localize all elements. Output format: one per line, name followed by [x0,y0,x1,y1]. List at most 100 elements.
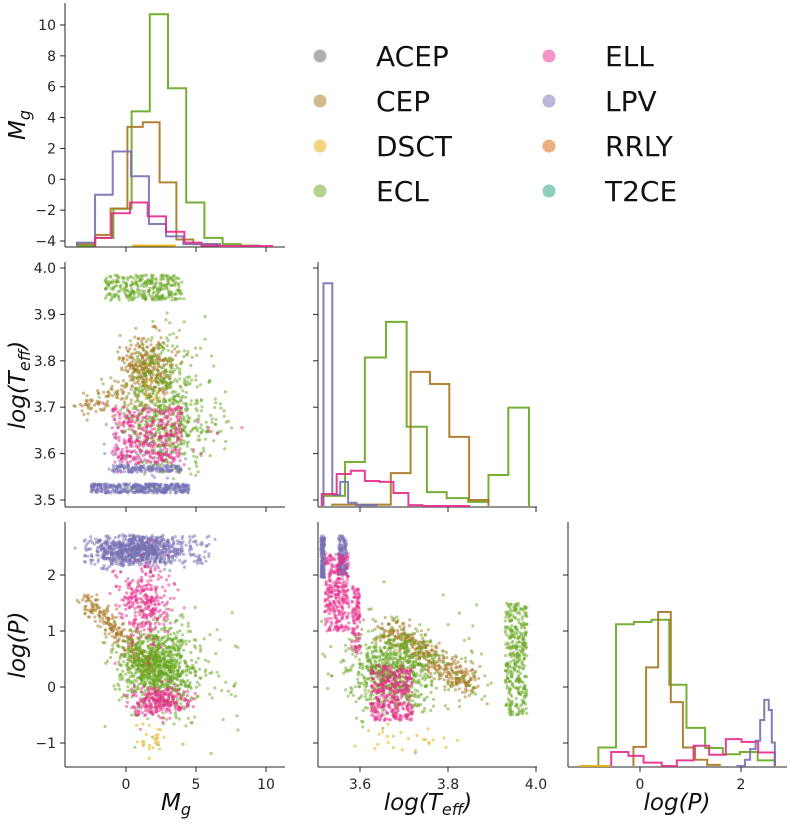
scatter-point [153,665,157,669]
scatter-point [165,487,169,491]
scatter-point [149,609,153,613]
scatter-point [181,615,185,619]
scatter-point [174,619,178,623]
scatter-point [124,445,129,450]
scatter-point [153,402,157,406]
scatter-point [163,662,167,666]
scatter-point [176,282,180,286]
scatter-point [151,440,155,444]
scatter-point [155,593,159,598]
scatter-point [132,366,136,370]
scatter-point [136,605,140,609]
scatter-point [150,427,154,431]
scatter-point [157,463,161,467]
scatter-point [196,656,200,660]
scatter-point [177,688,181,692]
scatter-point [117,438,121,443]
scatter-point [147,406,151,410]
scatter-point [168,413,172,417]
scatter-point [200,405,204,409]
scatter-point [117,539,121,544]
scatter-point [103,541,108,545]
scatter-point [158,548,162,553]
scatter-point [128,455,132,459]
scatter-point [187,467,192,471]
scatter-point [153,407,157,412]
scatter-point [113,460,117,464]
scatter-point [179,430,183,434]
scatter-point [170,608,174,612]
scatter-point [150,448,154,452]
y-tick-label: 1 [47,624,56,640]
scatter-point [126,369,130,373]
scatter-point [222,414,226,418]
scatter-point [149,343,153,347]
scatter-point [157,404,161,409]
scatter-point [131,371,135,375]
scatter-point [183,485,187,489]
scatter-point [210,696,214,700]
scatter-point [159,644,163,649]
scatter-point [116,465,120,469]
scatter-point [148,675,152,680]
scatter-point [119,397,123,401]
scatter-point [142,336,146,340]
scatter-point [165,439,169,443]
scatter-point [103,632,107,636]
scatter-point [174,451,179,455]
scatter-point [129,600,133,604]
scatter-point [141,375,145,379]
scatter-point [171,332,175,336]
scatter-point [160,284,164,288]
scatter-point [116,487,120,491]
scatter-point [88,402,92,406]
scatter-point [109,627,113,632]
scatter-point [147,289,151,293]
scatter-point [178,377,182,381]
scatter-point [120,366,124,370]
scatter-point [181,394,185,398]
scatter-point [163,458,167,462]
scatter-point [113,623,117,627]
scatter-point [112,684,116,688]
scatter-point [141,641,145,645]
scatter-point [149,629,153,633]
scatter-point [118,656,122,661]
scatter-point [150,380,154,385]
scatter-point [182,439,186,443]
scatter-point [189,671,193,675]
scatter-point [111,449,115,453]
scatter-point [113,536,117,540]
scatter-point [123,286,127,290]
scatter-point [119,470,123,474]
scatter-point [113,413,117,417]
y-tick-label: 3.5 [34,493,56,509]
scatter-point [198,383,202,387]
scatter-point [120,448,125,452]
scatter-point [133,647,137,651]
scatter-point [196,420,200,424]
scatter-point [141,426,145,430]
scatter-point [112,285,116,289]
scatter-point [162,610,167,614]
scatter-point [161,293,165,297]
scatter-point [142,628,146,632]
scatter-point [159,557,163,561]
scatter-point [134,273,138,277]
scatter-point [130,640,134,644]
scatter-point [113,446,117,450]
scatter-point [140,711,144,715]
scatter-point [112,543,116,548]
scatter-point [171,536,175,540]
scatter-point [199,430,204,434]
scatter-point [209,429,213,433]
scatter-point [153,673,157,678]
scatter-point [136,623,140,628]
scatter-point [164,386,168,390]
scatter-point [140,361,144,365]
scatter-point [112,620,116,625]
scatter-point [124,293,129,298]
scatter-point [112,417,116,422]
scatter-point [171,441,175,445]
